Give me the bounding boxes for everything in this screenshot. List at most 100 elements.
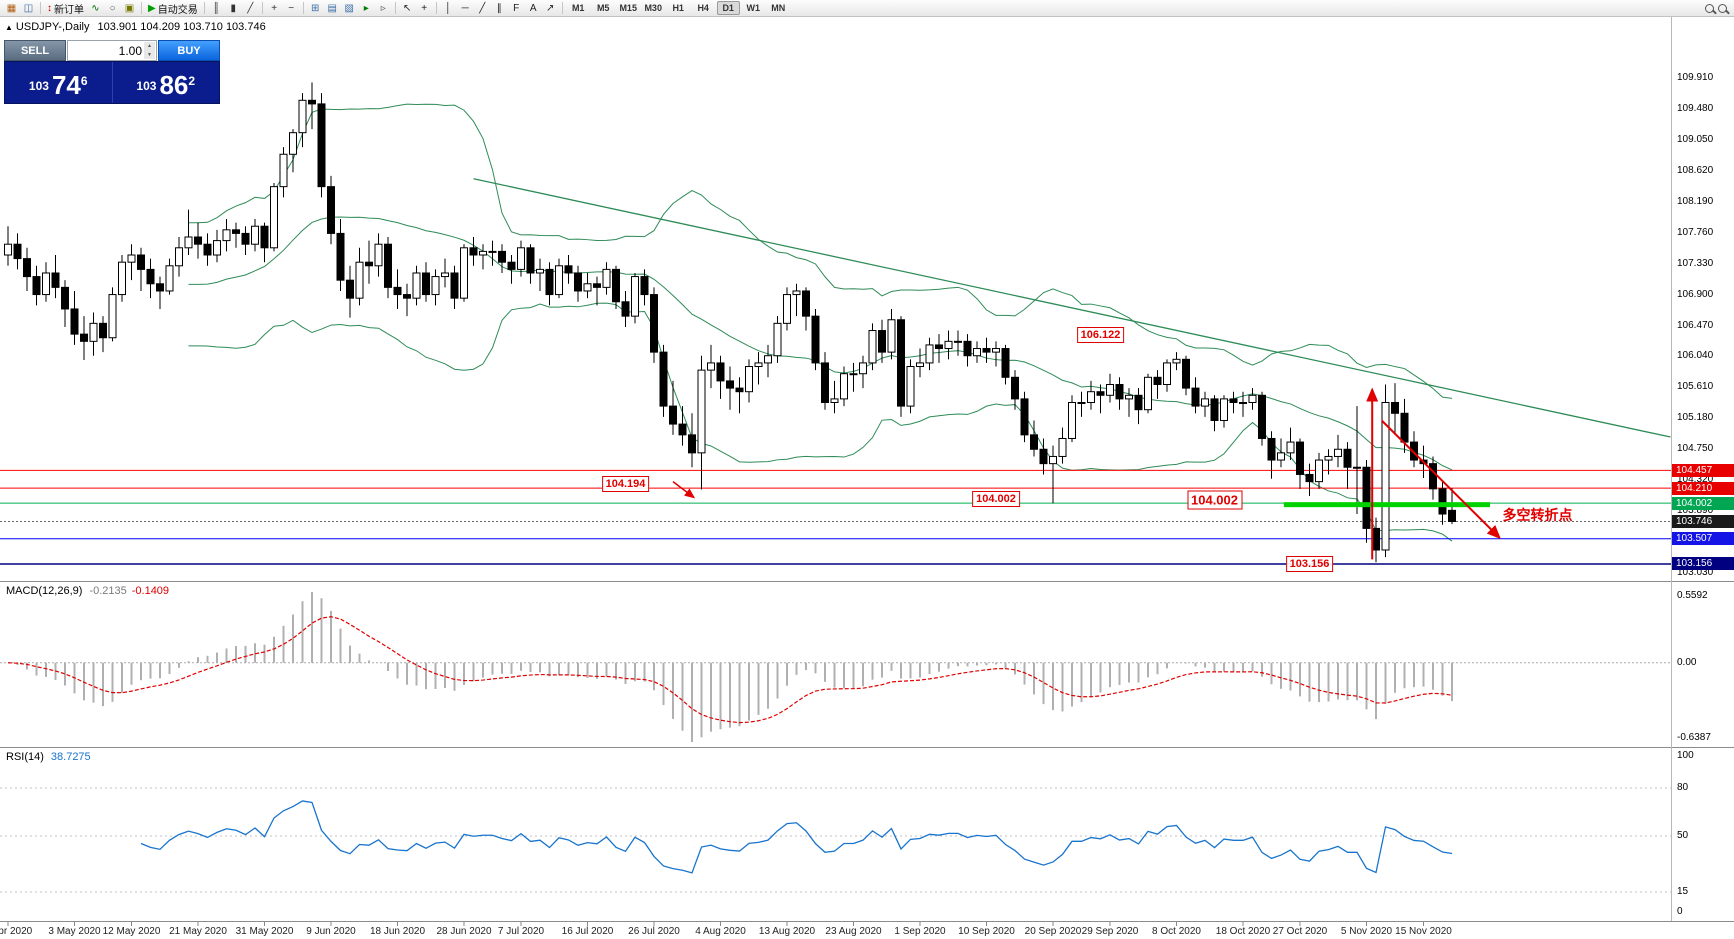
candle [1049, 455, 1057, 465]
horizontal-line-icon[interactable]: ─ [457, 1, 474, 16]
periods-icon[interactable]: ○ [104, 1, 121, 16]
one-click-toggle-icon[interactable]: ▲ [5, 23, 13, 32]
chart-profiles-icon[interactable]: ◫ [20, 1, 37, 16]
toolbar-separator [261, 2, 263, 14]
timeframe-m1[interactable]: M1 [571, 3, 585, 13]
search-icon[interactable] [1705, 3, 1714, 13]
candle [1068, 401, 1076, 439]
date-label: 18 Jun 2020 [369, 926, 426, 937]
cursor-icon[interactable]: ↖ [399, 1, 416, 16]
candle [194, 236, 202, 245]
auto-scroll-icon[interactable]: ▸ [358, 1, 375, 16]
bollinger-middle-band[interactable] [188, 216, 1453, 471]
candle [849, 373, 858, 376]
text-icon[interactable]: A [525, 1, 542, 16]
timeframe-w1[interactable]: W1 [746, 3, 760, 13]
candle [460, 247, 468, 299]
zoom-out-icon[interactable]: − [283, 1, 300, 16]
candle [1315, 459, 1323, 483]
annotation-104-002[interactable]: 104.002 [972, 490, 1020, 507]
pivot-level-line[interactable] [1283, 502, 1490, 508]
candle [450, 272, 459, 299]
price-tag-104.457: 104.457 [1672, 463, 1734, 477]
date-label: 10 Sep 2020 [958, 926, 1015, 937]
timeframe-h4[interactable]: H4 [697, 3, 709, 13]
vertical-line-icon[interactable]: │ [440, 1, 457, 16]
candle [23, 258, 31, 278]
annotation-106-122[interactable]: 106.122 [1076, 326, 1125, 343]
date-label: 26 Jul 2020 [628, 926, 680, 937]
annotation-104-002[interactable]: 104.002 [1187, 490, 1242, 510]
candle [1343, 448, 1352, 468]
candle [431, 276, 440, 296]
candle [127, 254, 136, 263]
crosshair-icon[interactable]: + [416, 1, 433, 16]
candlestick-chart-icon[interactable]: ▮ [225, 1, 242, 16]
arrows-icon[interactable]: ↗ [542, 1, 559, 16]
annotation-103-156[interactable]: 103.156 [1285, 555, 1334, 572]
sell-button[interactable]: SELL [4, 40, 66, 61]
trendline-icon[interactable]: ╱ [474, 1, 491, 16]
buy-price-pips: 86 [159, 70, 189, 100]
candle [241, 232, 250, 245]
timeframe-d1[interactable]: D1 [716, 1, 740, 15]
candle [1201, 398, 1209, 407]
bar-chart-icon[interactable]: ║ [208, 1, 225, 16]
descending-trendline[interactable] [473, 178, 1671, 438]
candle [346, 279, 354, 299]
indicators-icon[interactable]: ∿ [87, 1, 104, 16]
sell-price[interactable]: 103 74 6 [5, 62, 113, 103]
new-chart-icon[interactable]: ▦ [3, 1, 20, 16]
candle [42, 272, 50, 296]
templates-icon[interactable]: ▣ [121, 1, 138, 16]
new-order-icon: ↕ [47, 2, 52, 14]
fibonacci-icon[interactable]: F [508, 1, 525, 16]
candle [374, 243, 383, 267]
stepper-down-icon[interactable]: ▼ [147, 52, 152, 58]
chart-shift-icon[interactable]: ▹ [375, 1, 392, 16]
candle [631, 276, 639, 317]
toolbar-separator [435, 2, 437, 14]
candle [336, 232, 345, 281]
timeframe-m5[interactable]: M5 [596, 3, 610, 13]
zoom-in-icon[interactable]: + [266, 1, 283, 16]
autotrade-button[interactable]: ▶ 自动交易 [145, 1, 201, 16]
low-pointer-arrow[interactable] [672, 481, 696, 499]
timeframe-m30[interactable]: M30 [644, 3, 662, 13]
date-label: 23 Aug 2020 [825, 926, 882, 937]
channel-icon[interactable]: ∥ [491, 1, 508, 16]
candle [859, 362, 867, 375]
buy-button[interactable]: BUY [158, 40, 220, 61]
price-tag-103.746: 103.746 [1672, 514, 1734, 528]
bollinger-upper-band[interactable] [188, 103, 1453, 399]
line-chart-icon[interactable]: ╱ [242, 1, 259, 16]
candle [365, 261, 373, 267]
candle [1182, 358, 1190, 389]
new-order-button[interactable]: ↕ 新订单 [44, 1, 87, 16]
candle [659, 351, 668, 407]
candle [1058, 437, 1067, 457]
cascade-windows-icon[interactable]: ▧ [341, 1, 358, 16]
annotation-104-194[interactable]: 104.194 [601, 475, 650, 492]
volume-input[interactable]: 1.00 ▲ ▼ [67, 40, 157, 61]
candle [593, 283, 601, 288]
bollinger-lower-band[interactable] [188, 302, 1453, 542]
stepper-up-icon[interactable]: ▲ [147, 43, 152, 49]
decline-arrow[interactable] [1380, 419, 1501, 540]
candle [1391, 401, 1399, 414]
tile-windows-icon[interactable]: ▤ [324, 1, 341, 16]
timeframe-mn[interactable]: MN [771, 3, 786, 13]
trendline-icon: ╱ [479, 2, 486, 14]
buy-price[interactable]: 103 86 2 [113, 62, 220, 103]
global-search-icon[interactable] [1718, 3, 1727, 13]
candle [612, 268, 620, 303]
ohlc-values: 103.901 104.209 103.710 103.746 [97, 21, 266, 33]
annotation-多空转折点[interactable]: 多空转折点 [1502, 507, 1573, 524]
new-window-icon[interactable]: ⊞ [307, 1, 324, 16]
rsi-line [140, 800, 1453, 874]
candle [108, 294, 117, 339]
timeframe-h1[interactable]: H1 [672, 3, 684, 13]
timeframe-m15[interactable]: M15 [619, 3, 637, 13]
volume-stepper[interactable]: ▲ ▼ [144, 42, 155, 59]
